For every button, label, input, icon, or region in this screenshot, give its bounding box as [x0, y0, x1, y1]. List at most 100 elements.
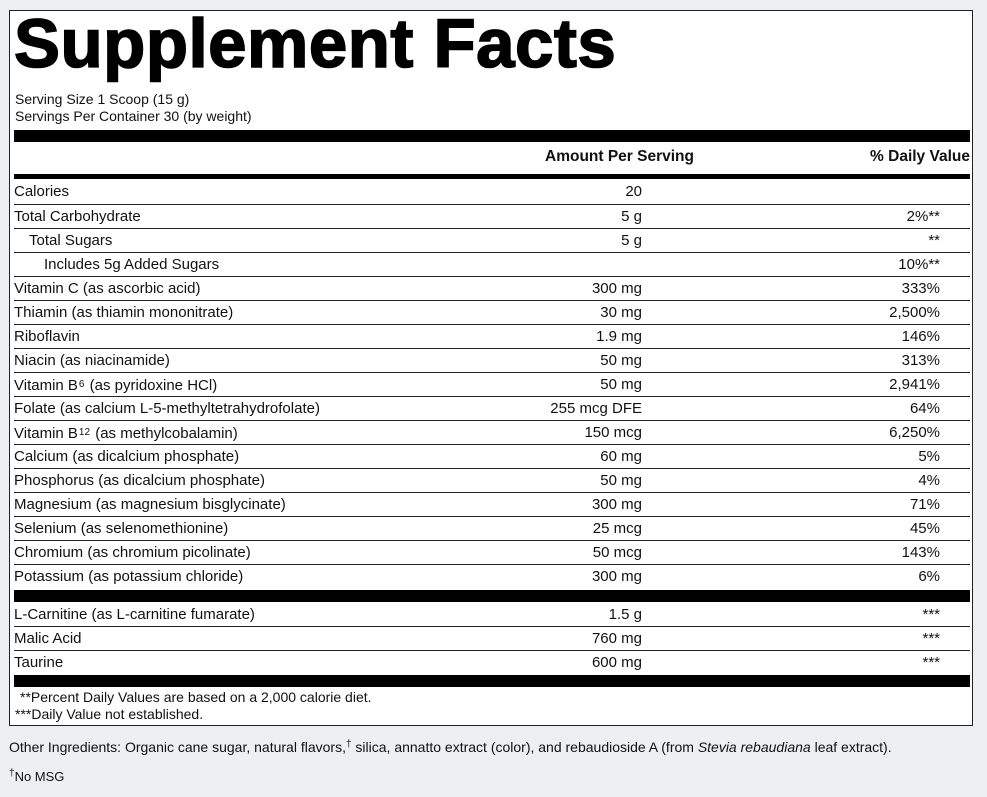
nutrient-amount: 300 mg [591, 280, 642, 297]
row-divider [14, 626, 970, 627]
table-row: Chromium (as chromium picolinate) 50 mcg… [14, 541, 970, 565]
no-msg-note: †No MSG [9, 768, 64, 784]
table-row: Total Carbohydrate 5 g 2%** [14, 205, 970, 229]
row-divider [14, 492, 970, 493]
thick-divider-bottom [14, 675, 970, 687]
table-row: Vitamin B12 (as methylcobalamin) 150 mcg… [14, 421, 970, 445]
table-row: Selenium (as selenomethionine) 25 mcg 45… [14, 517, 970, 541]
other-ingredients-text-end: leaf extract). [810, 739, 892, 755]
nutrient-daily-value: 146% [901, 328, 940, 345]
table-row: Calcium (as dicalcium phosphate) 60 mg 5… [14, 445, 970, 469]
row-divider [14, 516, 970, 517]
nutrient-amount: 255 mcg DFE [550, 400, 642, 417]
nutrient-amount: 150 mcg [584, 424, 642, 441]
row-divider [14, 348, 970, 349]
nutrient-name: Total Carbohydrate [14, 208, 141, 225]
nutrient-amount: 30 mg [600, 304, 642, 321]
nutrient-name: Thiamin (as thiamin mononitrate) [14, 304, 234, 321]
row-divider [14, 228, 970, 229]
nutrient-daily-value: 64% [909, 400, 940, 417]
nutrient-daily-value: 2,941% [889, 376, 940, 393]
footnote-dv-not-established: ***Daily Value not established. [15, 706, 204, 722]
supplement-facts-panel: Supplement Facts Serving Size 1 Scoop (1… [9, 4, 973, 726]
ingredient-amount: 1.5 g [608, 606, 642, 623]
row-divider [14, 468, 970, 469]
no-msg-text: No MSG [14, 769, 65, 784]
table-row: L-Carnitine (as L-carnitine fumarate) 1.… [14, 603, 970, 627]
nutrient-name: Chromium (as chromium picolinate) [14, 544, 251, 561]
nutrient-amount: 300 mg [591, 496, 642, 513]
nutrient-name: Vitamin B12 (as methylcobalamin) [14, 421, 238, 446]
nutrient-daily-value: 2%** [906, 208, 940, 225]
nutrient-name: Calcium (as dicalcium phosphate) [14, 448, 240, 465]
table-row: Taurine 600 mg *** [14, 651, 970, 675]
nutrient-amount: 300 mg [591, 568, 642, 585]
ingredient-amount: 760 mg [591, 630, 642, 647]
page-title: Supplement Facts [13, 4, 617, 83]
nutrient-daily-value: 45% [909, 520, 940, 537]
dagger-mark: † [9, 768, 15, 779]
nutrient-name: Phosphorus (as dicalcium phosphate) [14, 472, 265, 489]
nutrient-name: Potassium (as potassium chloride) [14, 568, 244, 585]
nutrient-amount: 25 mcg [592, 520, 642, 537]
ingredient-amount: 600 mg [591, 654, 642, 671]
servings-per-container: Servings Per Container 30 (by weight) [15, 108, 252, 124]
row-divider [14, 300, 970, 301]
row-divider [14, 252, 970, 253]
header-divider [14, 174, 970, 179]
table-row: Vitamin B6 (as pyridoxine HCl) 50 mg 2,9… [14, 373, 970, 397]
nutrient-name: Niacin (as niacinamide) [14, 352, 170, 369]
name-subscript: 12 [78, 427, 91, 438]
nutrient-daily-value: 313% [901, 352, 940, 369]
nutrient-daily-value: 4% [918, 472, 940, 489]
nutrient-daily-value: 333% [901, 280, 940, 297]
name-prefix: Vitamin B [14, 377, 78, 394]
nutrient-daily-value: 5% [918, 448, 940, 465]
serving-info: Serving Size 1 Scoop (15 g) Servings Per… [15, 91, 252, 125]
name-subscript: 6 [78, 379, 85, 390]
nutrient-amount: 50 mg [600, 376, 642, 393]
row-divider [14, 396, 970, 397]
table-row: Includes 5g Added Sugars 10%** [14, 253, 970, 277]
row-divider [14, 540, 970, 541]
nutrient-name: Vitamin B6 (as pyridoxine HCl) [14, 373, 217, 398]
table-row: Riboflavin 1.9 mg 146% [14, 325, 970, 349]
thick-divider-middle [14, 590, 970, 602]
name-suffix: (as pyridoxine HCl) [85, 377, 218, 394]
nutrient-daily-value: 2,500% [889, 304, 940, 321]
other-ingredients-text: Other Ingredients: Organic cane sugar, n… [9, 739, 346, 755]
row-divider [14, 372, 970, 373]
name-suffix: (as methylcobalamin) [91, 425, 238, 442]
row-divider [14, 204, 970, 205]
ingredient-daily-value: *** [922, 606, 940, 623]
nutrient-name: Total Sugars [29, 232, 113, 249]
nutrient-name: Vitamin C (as ascorbic acid) [14, 280, 201, 297]
nutrient-daily-value: 6% [918, 568, 940, 585]
nutrient-daily-value: 143% [901, 544, 940, 561]
row-divider [14, 564, 970, 565]
ingredient-name: Malic Acid [14, 630, 82, 647]
table-row: Folate (as calcium L-5-methyltetrahydrof… [14, 397, 970, 421]
table-row: Total Sugars 5 g ** [14, 229, 970, 253]
table-row: Niacin (as niacinamide) 50 mg 313% [14, 349, 970, 373]
table-row: Vitamin C (as ascorbic acid) 300 mg 333% [14, 277, 970, 301]
table-row: Phosphorus (as dicalcium phosphate) 50 m… [14, 469, 970, 493]
ingredient-daily-value: *** [922, 654, 940, 671]
nutrient-name: Folate (as calcium L-5-methyltetrahydrof… [14, 400, 320, 417]
row-divider [14, 324, 970, 325]
nutrient-amount: 5 g [621, 232, 642, 249]
nutrient-amount: 60 mg [600, 448, 642, 465]
table-row: Thiamin (as thiamin mononitrate) 30 mg 2… [14, 301, 970, 325]
row-divider [14, 420, 970, 421]
row-divider [14, 444, 970, 445]
ingredient-name: Taurine [14, 654, 64, 671]
other-ingredients-text-middle: silica, annatto extract (color), and reb… [351, 739, 698, 755]
nutrient-name: Magnesium (as magnesium bisglycinate) [14, 496, 286, 513]
nutrient-daily-value: 71% [909, 496, 940, 513]
nutrient-amount: 50 mcg [592, 544, 642, 561]
other-ingredients: Other Ingredients: Organic cane sugar, n… [9, 739, 892, 755]
header-daily-value: % Daily Value [870, 148, 970, 165]
nutrient-name: Riboflavin [14, 328, 80, 345]
row-divider [14, 276, 970, 277]
ingredient-name: L-Carnitine (as L-carnitine fumarate) [14, 606, 255, 623]
